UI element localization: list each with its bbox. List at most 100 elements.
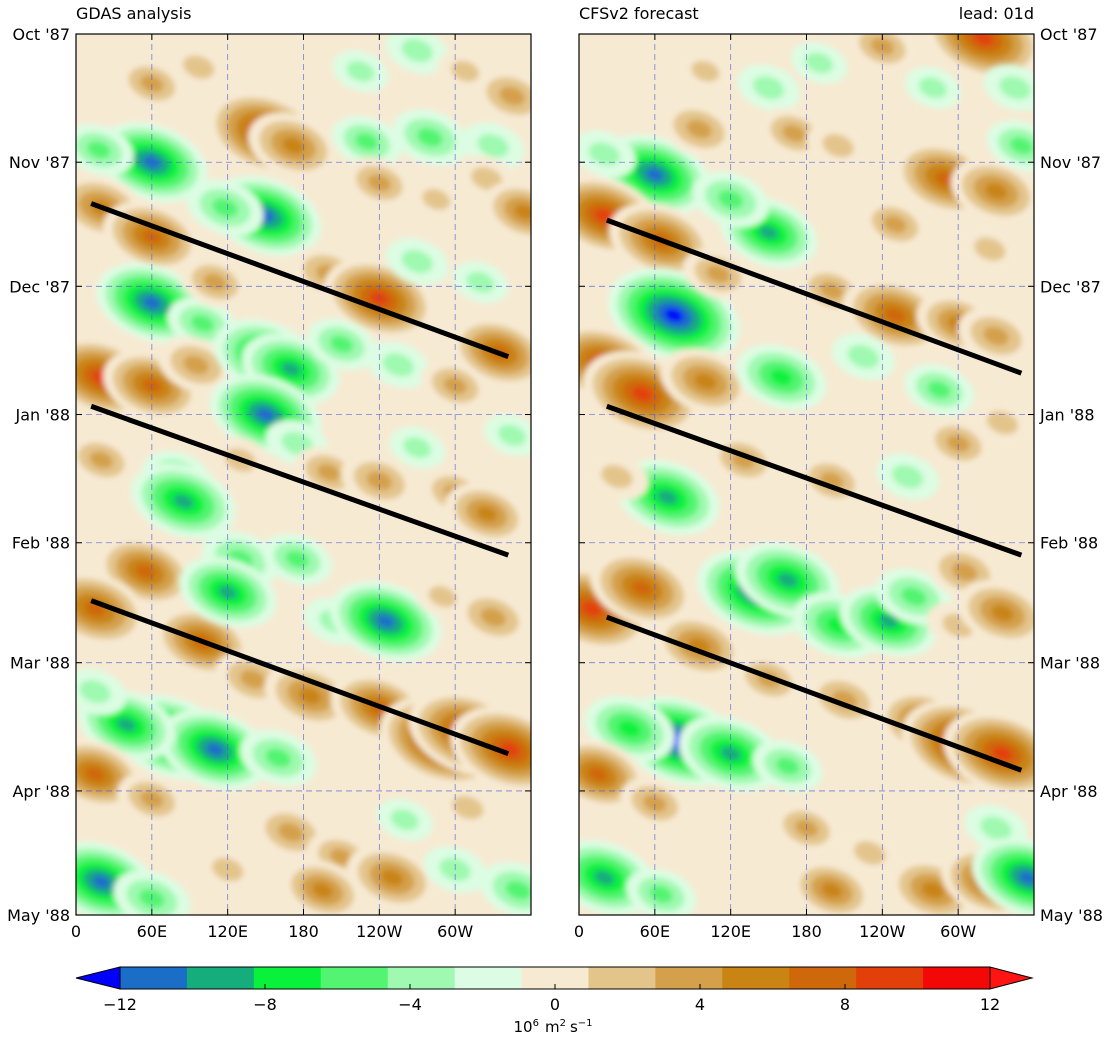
field-blob [752,740,823,792]
field-blob [391,109,469,166]
propagation-line [605,614,1023,773]
colorbar: −12 −8 −4 0 4 8 12 [75,966,1034,1014]
field-blob [838,829,902,877]
field-blob [331,115,402,168]
field-blob [408,178,465,221]
x-tick-label: 120W [859,922,906,941]
colorbar-swatch [789,967,857,989]
field-blob [924,34,1034,81]
y-tick-label: Feb '88 [1040,534,1098,553]
y-tick-label: Jan '88 [14,406,70,425]
field-blob [280,859,365,915]
colorbar-tick-label: 0 [550,995,560,1014]
x-tick-label: 120W [356,922,403,941]
colorbar-swatch [588,967,656,989]
field-blob [76,434,137,486]
field-blob [332,50,389,93]
colorbar-extend-high [989,966,1034,990]
panel-title: CFSv2 forecast [579,4,699,23]
field-blob [76,668,127,715]
field-blob [389,426,446,469]
field-blob [791,42,848,84]
field-blob [385,34,449,74]
field-blob [366,341,430,389]
y-tick-label: Nov '87 [1040,153,1101,172]
colorbar-swatch [454,967,523,989]
colorbar-tick-label: 12 [980,995,1000,1014]
field-blob [620,777,690,830]
x-tick-label: 60E [137,922,167,941]
field-blob [579,130,636,178]
field-blob [860,198,930,250]
field-blob [986,119,1034,172]
y-tick-label: Oct '87 [1040,25,1098,44]
panel-gdas: GDAS analysis 0 60E 120E 180 120W 60W Oct '87… [7,4,532,941]
field-blob [677,50,734,93]
colorbar-extend-low [75,966,121,990]
field-blob [957,307,1034,365]
y-axis-left: Oct '87 Nov '87 Dec '87 Jan '88 Feb '88 Mar '… [7,25,531,925]
field-blob [832,333,895,380]
colorbar-swatch [387,967,456,989]
colorbar-swatch [521,967,589,989]
colorbar-tick-label: 4 [695,995,705,1014]
field-blob [180,256,250,308]
y-axis-right: Oct '87 Nov '87 Dec '87 Jan '88 Feb '88 Mar '… [579,25,1103,925]
y-tick-label: Jan '88 [1039,406,1095,425]
colorbar-tick-label: −8 [253,995,277,1014]
colorbar-tick-label: 8 [840,995,850,1014]
field-blob [957,580,1034,646]
panel-cfsv2: CFSv2 forecast lead: 01d 0 60E 120E 180 120W… [574,4,1103,941]
field-blob [737,64,800,112]
colorbar-swatch [320,967,389,989]
x-axis: 0 60E 120E 180 120W 60W [574,34,976,941]
x-tick-label: 0 [71,922,81,941]
field-blob [159,709,271,790]
colorbar-tick-label: −4 [398,995,422,1014]
gridlines [76,34,531,915]
colorbar-swatch [120,967,188,989]
field-blob [341,452,418,509]
panel-subtitle: lead: 01d [959,4,1034,23]
field-blob [678,715,783,792]
field-blob [971,399,1034,447]
field-blob [626,868,696,915]
propagation-line [605,217,1023,376]
field-blob [923,417,993,470]
colorbar-swatch [923,967,991,989]
field-blob [376,798,433,841]
field-blob [590,550,695,626]
y-tick-label: Apr '88 [1040,782,1098,801]
field-blob [344,157,415,209]
colorbar-swatch [722,967,790,989]
field-blob [445,483,529,545]
field-blob [346,844,438,911]
y-tick-label: Feb '88 [12,534,70,553]
field-blob [482,181,531,243]
y-tick-label: Oct '87 [12,25,70,44]
field-blob [454,589,531,646]
field-blob [876,453,939,500]
x-tick-label: 180 [791,922,822,941]
colorbar-swatch [253,967,322,989]
field-blob [450,707,531,793]
field-blob [904,364,975,416]
propagation-line [90,201,510,359]
field-blob [452,261,509,304]
field-blob [660,101,738,158]
field-blob [950,158,1034,225]
x-tick-label: 60W [437,922,473,941]
field-blob [76,571,148,647]
y-tick-label: Dec '87 [9,277,70,296]
field-blob [436,784,500,831]
field-blob [736,344,827,411]
propagation-line [605,403,1023,558]
x-tick-label: 60W [940,922,976,941]
colorbar-tick-label: −12 [103,995,137,1014]
x-tick-label: 120E [207,922,248,941]
y-tick-label: Mar '88 [10,654,70,673]
propagation-line [90,403,510,558]
y-tick-label: Dec '87 [1040,277,1101,296]
x-axis: 0 60E 120E 180 120W 60W [71,34,473,941]
